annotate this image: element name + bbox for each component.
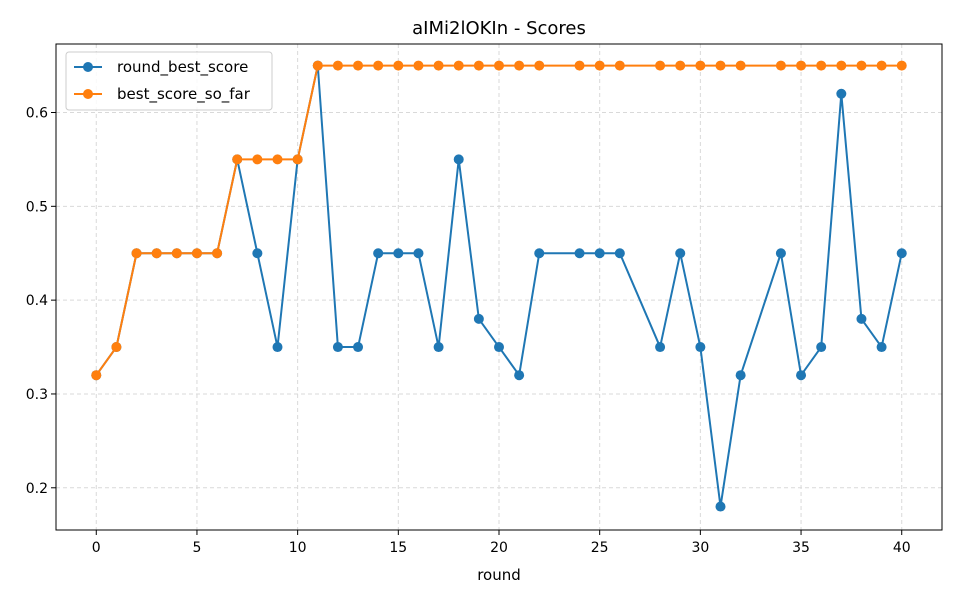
data-point xyxy=(494,60,504,71)
data-point xyxy=(272,342,283,353)
data-point xyxy=(212,248,223,259)
data-point xyxy=(655,60,666,71)
x-tick-label: 40 xyxy=(893,540,911,556)
y-tick-label: 0.3 xyxy=(26,387,48,403)
x-axis: 0 5 10 15 20 25 30 35 40 xyxy=(92,530,911,556)
legend-label: round_best_score xyxy=(117,58,248,77)
data-point xyxy=(332,60,343,71)
data-point xyxy=(715,501,726,512)
data-point xyxy=(353,342,364,353)
legend-frame xyxy=(65,51,273,111)
data-point xyxy=(534,60,545,71)
data-point xyxy=(151,248,162,259)
data-point xyxy=(614,248,625,259)
data-point xyxy=(272,154,283,165)
data-point xyxy=(675,248,686,259)
data-point xyxy=(413,248,424,259)
data-point xyxy=(614,60,625,71)
data-point xyxy=(473,313,484,324)
data-point xyxy=(534,248,545,259)
data-point xyxy=(695,60,706,71)
y-tick-label: 0.2 xyxy=(26,481,48,497)
data-point xyxy=(393,60,404,71)
data-point xyxy=(775,248,786,259)
data-point xyxy=(796,370,807,381)
data-point xyxy=(232,154,243,165)
data-point xyxy=(494,342,504,353)
data-point xyxy=(453,154,464,165)
data-point xyxy=(594,60,605,71)
grid xyxy=(56,44,942,530)
legend-item: round_best_score xyxy=(74,58,248,77)
x-tick-label: 0 xyxy=(92,540,101,556)
x-tick-label: 15 xyxy=(389,540,407,556)
x-tick-label: 5 xyxy=(192,540,201,556)
data-point xyxy=(514,60,525,71)
data-point xyxy=(796,60,807,71)
legend-marker xyxy=(83,89,93,99)
y-tick-label: 0.6 xyxy=(26,105,48,121)
data-point xyxy=(332,342,343,353)
data-point xyxy=(574,60,585,71)
data-point xyxy=(856,313,867,324)
data-point xyxy=(191,248,202,259)
data-point xyxy=(735,60,746,71)
data-point xyxy=(896,248,907,259)
legend-marker xyxy=(83,62,93,72)
data-point xyxy=(252,154,263,165)
data-point xyxy=(171,248,182,259)
data-point xyxy=(393,248,404,259)
data-point xyxy=(373,60,384,71)
data-point xyxy=(353,60,364,71)
series-line xyxy=(95,64,902,376)
data-point xyxy=(373,248,384,259)
data-point xyxy=(514,370,525,381)
data-point xyxy=(695,342,706,353)
legend-label: best_score_so_far xyxy=(117,85,251,104)
x-tick-label: 35 xyxy=(792,540,810,556)
legend: round_best_score best_score_so_far xyxy=(65,51,273,111)
data-point xyxy=(312,60,323,71)
data-point xyxy=(876,60,887,71)
data-point xyxy=(574,248,585,259)
data-point xyxy=(413,60,424,71)
chart-title: aIMi2lOKIn - Scores xyxy=(412,18,586,39)
data-point xyxy=(896,60,907,71)
data-point xyxy=(836,60,847,71)
x-tick-label: 20 xyxy=(490,540,508,556)
data-point xyxy=(816,60,827,71)
x-tick-label: 10 xyxy=(289,540,307,556)
x-tick-label: 25 xyxy=(591,540,609,556)
x-tick-label: 30 xyxy=(691,540,709,556)
y-tick-label: 0.4 xyxy=(26,293,48,309)
data-point xyxy=(775,60,786,71)
data-point xyxy=(655,342,666,353)
data-point xyxy=(433,60,444,71)
data-point xyxy=(836,88,847,99)
data-point xyxy=(735,370,746,381)
y-tick-label: 0.5 xyxy=(26,199,48,215)
data-point xyxy=(453,60,464,71)
data-point xyxy=(876,342,887,353)
legend-item: best_score_so_far xyxy=(74,85,251,104)
y-axis: 0.2 0.3 0.4 0.5 0.6 xyxy=(26,105,56,497)
data-point xyxy=(252,248,263,259)
series-layer xyxy=(91,60,907,512)
series-best-score-so-far xyxy=(91,60,907,381)
data-point xyxy=(111,342,122,353)
data-point xyxy=(131,248,142,259)
data-point xyxy=(292,154,303,165)
data-point xyxy=(816,342,827,353)
data-point xyxy=(594,248,605,259)
data-point xyxy=(856,60,867,71)
data-point xyxy=(675,60,686,71)
data-point xyxy=(473,60,484,71)
data-point xyxy=(715,60,726,71)
data-point xyxy=(91,370,102,381)
x-axis-label: round xyxy=(477,566,521,584)
data-point xyxy=(433,342,444,353)
